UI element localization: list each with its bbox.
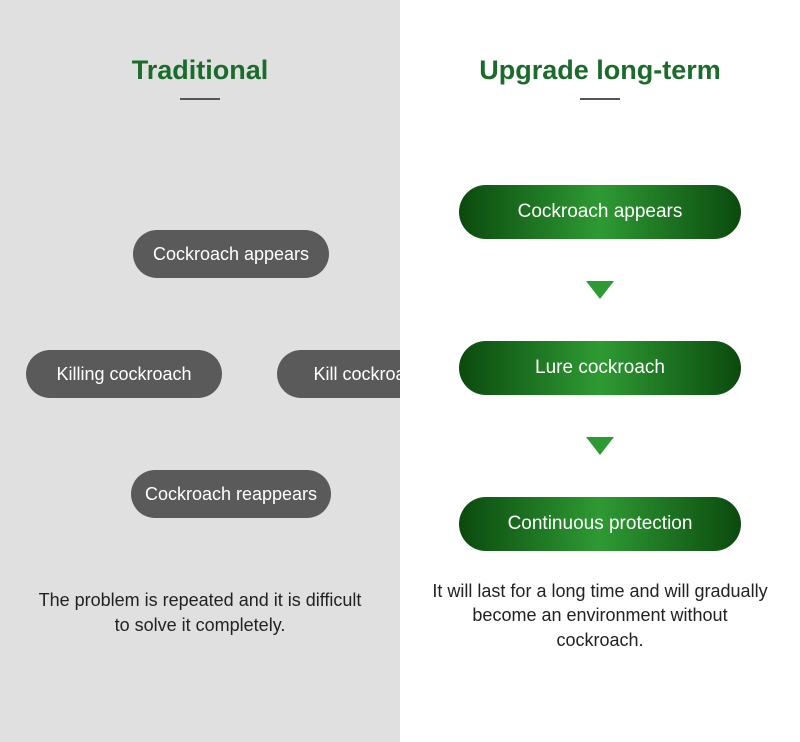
traditional-description: The problem is repeated and it is diffic… [20, 588, 380, 637]
traditional-title: Traditional [132, 55, 269, 86]
upgrade-title: Upgrade long-term [479, 55, 721, 86]
upgrade-column: Upgrade long-term Cockroach appears Lure… [400, 0, 800, 742]
arrow-down-icon [586, 281, 614, 299]
upgrade-pill-1: Lure cockroach [459, 341, 741, 395]
traditional-pill-3: Cockroach reappears [131, 470, 331, 518]
traditional-pill-0: Cockroach appears [133, 230, 329, 278]
traditional-flow: Cockroach appears Killing cockroach Kill… [20, 100, 380, 588]
traditional-pill-1: Killing cockroach [26, 350, 222, 398]
upgrade-pill-0: Cockroach appears [459, 185, 741, 239]
upgrade-underline [580, 98, 620, 100]
upgrade-description: It will last for a long time and will gr… [420, 579, 780, 652]
arrow-down-icon [586, 437, 614, 455]
traditional-column: Traditional Cockroach appears Killing co… [0, 0, 400, 742]
upgrade-pill-2: Continuous protection [459, 497, 741, 551]
upgrade-flow: Cockroach appears Lure cockroach Continu… [420, 185, 780, 551]
